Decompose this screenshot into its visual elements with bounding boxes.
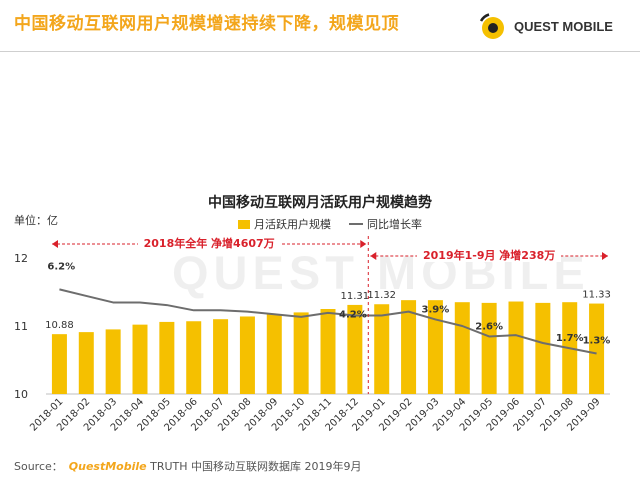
bar — [374, 304, 390, 394]
bar — [401, 300, 417, 394]
source-line: Source： QuestMobile TRUTH 中国移动互联网数据库 2019… — [14, 458, 362, 474]
bar-value-label: 10.88 — [45, 320, 74, 331]
bar — [159, 321, 175, 394]
legend-bar-label: 月活跃用户规模 — [254, 218, 331, 231]
bar — [535, 302, 551, 394]
brand-logo: QUEST MOBILE — [478, 12, 630, 44]
legend-line-label: 同比增长率 — [367, 218, 422, 231]
growth-rate-label: 3.9% — [422, 304, 450, 315]
annotation-arrow-head-right — [602, 252, 608, 260]
growth-rate-label: 4.2% — [339, 310, 367, 321]
growth-rate-label: 1.7% — [556, 333, 584, 344]
legend-line-swatch — [349, 223, 363, 225]
bar — [454, 302, 470, 394]
y-tick-label: 12 — [14, 252, 28, 265]
bar-value-label: 11.31 — [341, 291, 370, 302]
bar — [105, 329, 121, 394]
annotation-arrow-head-right — [360, 240, 367, 248]
chart-title: 中国移动互联网月活跃用户规模趋势 — [208, 195, 432, 211]
bar — [293, 312, 309, 394]
bar — [266, 314, 282, 394]
growth-rate-label: 1.3% — [583, 335, 611, 346]
bar — [78, 332, 94, 394]
source-text: TRUTH 中国移动互联网数据库 2019年9月 — [150, 460, 362, 473]
annotation-arrow-head-left — [370, 252, 377, 260]
bar — [508, 301, 524, 394]
page-title: 中国移动互联网用户规模增速持续下降，规模见顶 — [14, 14, 399, 34]
bar-value-label: 11.33 — [582, 290, 611, 301]
bar — [132, 324, 148, 394]
annotation-text: 2019年1-9月 净增238万 — [416, 249, 562, 262]
bar — [320, 309, 336, 394]
unit-label: 单位：亿 — [14, 214, 58, 227]
bar — [186, 321, 202, 394]
growth-rate-line — [59, 288, 597, 355]
bar-value-label: 11.32 — [367, 290, 396, 301]
annotation-arrow-head-left — [52, 240, 58, 248]
y-tick-label: 10 — [14, 388, 28, 401]
legend-bar-swatch — [238, 219, 250, 229]
bar — [213, 319, 229, 394]
annotation-text: 2018年全年 净增4607万 — [137, 237, 281, 250]
y-tick-label: 11 — [14, 320, 28, 333]
bar — [347, 304, 363, 394]
growth-rate-label: 2.6% — [475, 321, 503, 332]
bar — [239, 316, 255, 394]
annotation-label: 2019年1-9月 净增238万 — [370, 246, 608, 266]
header-divider — [0, 51, 640, 52]
bar — [589, 303, 605, 394]
bar — [481, 302, 497, 394]
bar — [51, 334, 67, 394]
chart-legend: 月活跃用户规模 同比增长率 — [238, 216, 422, 232]
growth-rate-label: 6.2% — [47, 261, 75, 272]
brand-name: QUEST MOBILE — [514, 19, 613, 34]
bar — [427, 300, 443, 394]
annotation-label: 2018年全年 净增4607万 — [52, 234, 366, 254]
quest-mobile-logo-icon — [479, 13, 504, 39]
source-label: Source： — [14, 460, 63, 473]
source-brand: QuestMobile — [68, 460, 147, 473]
